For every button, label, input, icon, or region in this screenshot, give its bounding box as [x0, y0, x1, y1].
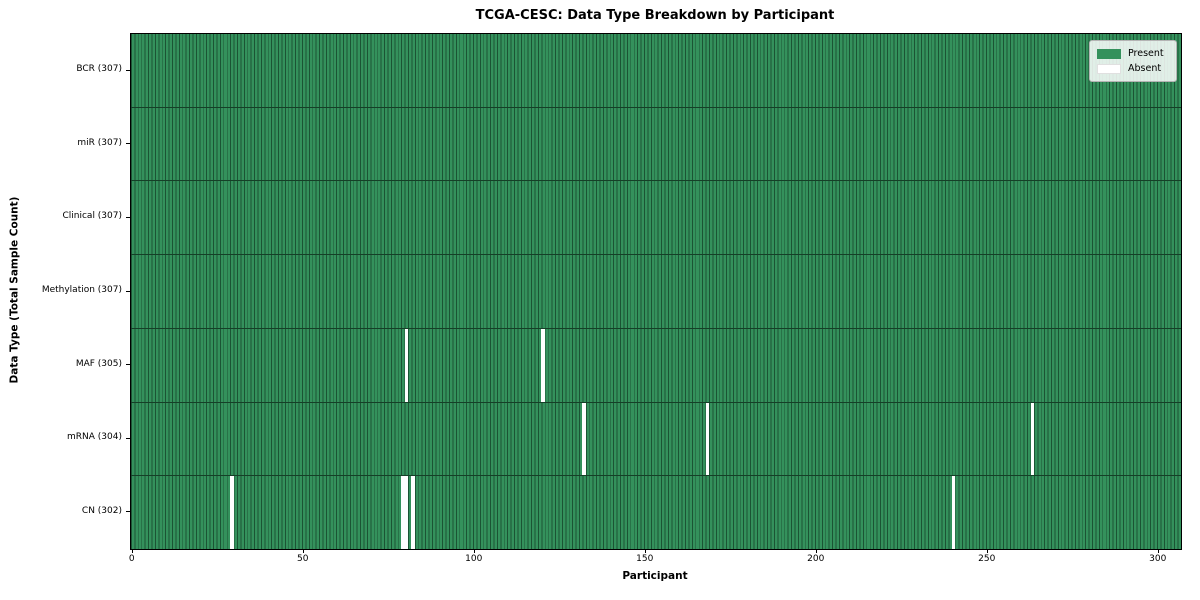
x-tick-mark	[131, 549, 133, 553]
y-tick-mark	[126, 216, 130, 218]
heatmap-row-mRNA	[131, 402, 1181, 477]
x-tick-label-200: 200	[807, 554, 825, 564]
y-tick-label-Methylation: Methylation (307)	[41, 285, 122, 295]
plot-area: Present Absent	[130, 33, 1182, 550]
x-tick-mark	[986, 549, 988, 553]
legend: Present Absent	[1089, 40, 1177, 82]
x-tick-label-50: 50	[296, 554, 309, 564]
y-tick-mark	[126, 69, 130, 71]
heatmap-row-Clinical	[131, 181, 1181, 256]
y-tick-label-mRNA: mRNA (304)	[67, 432, 122, 443]
absent-gap	[541, 328, 545, 402]
heatmap-row-BCR	[131, 34, 1181, 108]
heatmap-row-CN	[131, 476, 1181, 550]
x-tick-mark	[644, 549, 646, 553]
legend-absent-label: Absent	[1128, 62, 1162, 74]
heatmap-row-miR	[131, 107, 1181, 182]
x-tick-label-150: 150	[636, 554, 654, 564]
absent-gap	[401, 476, 405, 550]
y-tick-label-miR: miR (307)	[77, 137, 122, 148]
absent-gap	[230, 476, 234, 550]
heatmap-row-MAF	[131, 328, 1181, 403]
y-tick-label-MAF: MAF (305)	[75, 358, 122, 369]
x-tick-mark	[815, 549, 817, 553]
y-tick-mark	[126, 143, 130, 145]
y-tick-label-Clinical: Clinical (307)	[62, 211, 122, 222]
y-tick-mark	[126, 437, 130, 439]
x-tick-label-250: 250	[978, 554, 996, 564]
x-tick-label-100: 100	[465, 554, 483, 564]
x-axis-label: Participant	[622, 570, 688, 582]
legend-entry-present: Present	[1097, 46, 1169, 61]
y-tick-mark	[126, 364, 130, 366]
x-tick-mark	[302, 549, 304, 553]
legend-present-label: Present	[1128, 47, 1164, 59]
absent-gap	[404, 328, 409, 402]
absent-swatch	[1097, 63, 1121, 74]
x-tick-mark	[1157, 549, 1159, 553]
legend-entry-absent: Absent	[1097, 61, 1169, 76]
y-tick-mark	[126, 290, 130, 292]
y-tick-label-CN: CN (302)	[81, 505, 122, 516]
heatmap-row-Methylation	[131, 255, 1181, 329]
present-swatch	[1097, 48, 1121, 59]
absent-gap	[1030, 402, 1034, 476]
x-tick-mark	[473, 549, 475, 553]
chart-title: TCGA-CESC: Data Type Breakdown by Partic…	[475, 8, 835, 23]
absent-gap	[404, 476, 409, 550]
absent-gap	[951, 476, 956, 550]
absent-gap	[411, 476, 415, 550]
absent-gap	[705, 402, 709, 476]
x-tick-label-300: 300	[1149, 554, 1167, 564]
y-tick-mark	[126, 511, 130, 513]
absent-gap	[582, 402, 586, 476]
heatmap-rows	[131, 34, 1181, 550]
y-tick-label-BCR: BCR (307)	[76, 64, 122, 75]
x-tick-label-0: 0	[128, 554, 135, 564]
